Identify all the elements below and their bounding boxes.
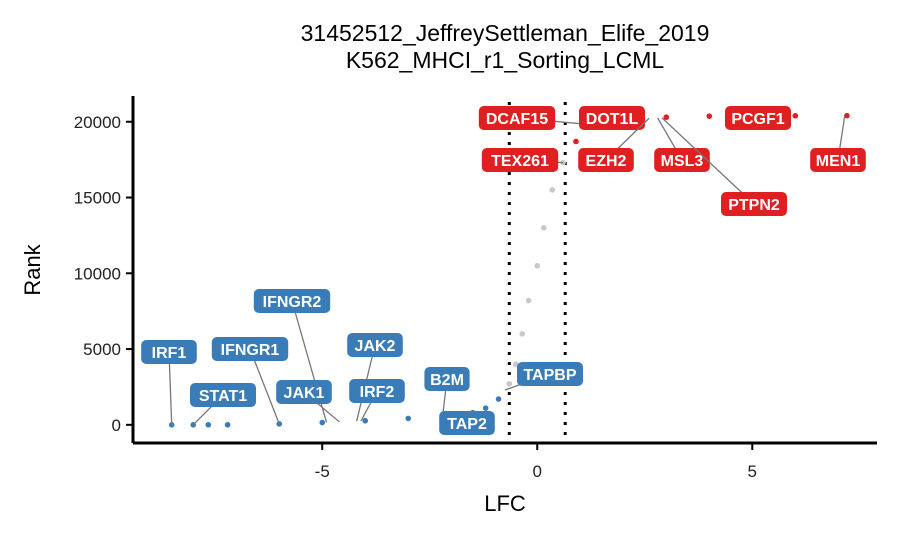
label-connector — [249, 348, 280, 425]
gene-label-box — [211, 337, 289, 361]
label-connector — [661, 117, 755, 205]
gene-label: TEX261 — [491, 153, 549, 170]
y-tick-label: 15000 — [74, 189, 121, 208]
data-point — [495, 396, 502, 402]
gene-label: STAT1 — [199, 388, 247, 405]
gene-label: MEN1 — [816, 153, 861, 170]
data-point — [512, 361, 519, 368]
gene-label-box — [579, 106, 645, 130]
data-point — [663, 114, 670, 121]
gene-label-box — [725, 106, 791, 130]
chart-title: 31452512_JeffreySettleman_Elife_2019 — [301, 20, 710, 46]
gene-label-box — [276, 380, 332, 404]
y-tick-label: 5000 — [83, 340, 121, 359]
gene-label: IRF1 — [152, 345, 187, 362]
data-point — [205, 421, 212, 428]
gene-label-box — [481, 148, 559, 172]
gene-label: IFNGR2 — [263, 294, 322, 311]
data-point — [706, 113, 713, 119]
gene-label-box — [439, 411, 495, 435]
gene-label-box — [347, 333, 403, 357]
gene-label-box — [721, 192, 787, 216]
label-connector — [168, 351, 173, 425]
gene-label-box — [654, 148, 710, 172]
data-point — [540, 225, 547, 231]
gene-label-box — [517, 362, 583, 386]
x-tick-label: 5 — [748, 462, 757, 481]
chart-subtitle: K562_MHCI_r1_Sorting_LCML — [346, 47, 665, 73]
data-point — [549, 187, 556, 193]
data-point — [792, 112, 799, 119]
gene-label: PCGF1 — [731, 111, 784, 128]
gene-label-box — [349, 379, 405, 403]
gene-label-box — [424, 367, 470, 391]
gene-label: IRF2 — [360, 384, 395, 401]
data-point — [362, 417, 369, 424]
data-point — [534, 262, 541, 269]
gene-label: EZH2 — [586, 153, 627, 170]
label-connector — [291, 300, 328, 423]
x-tick-label: -5 — [315, 462, 330, 481]
gene-label: JAK2 — [355, 338, 396, 355]
y-tick-label: 0 — [112, 416, 121, 435]
data-point — [519, 331, 526, 337]
gene-label-box — [190, 383, 256, 407]
x-tick-label: 0 — [533, 462, 542, 481]
gene-label-box — [141, 340, 197, 364]
gene-label-box — [578, 148, 634, 172]
data-point — [224, 421, 231, 428]
gene-label: JAK1 — [284, 385, 325, 402]
x-axis-title: LFC — [484, 491, 526, 516]
gene-label: TAP2 — [447, 416, 487, 433]
gene-label: DOT1L — [586, 111, 639, 128]
y-tick-label: 10000 — [74, 264, 121, 283]
gene-label: IFNGR1 — [221, 342, 280, 359]
data-point — [482, 405, 489, 411]
gene-label-box — [810, 148, 866, 172]
gene-label: PTPN2 — [728, 197, 780, 214]
gene-label-box — [478, 106, 556, 130]
plot-area: 0 5000 10000 15000 20000 -5 0 5 IRF1 STAT1 IFNGR1 I… — [74, 96, 877, 481]
gene-label: MSL3 — [661, 153, 704, 170]
data-point — [844, 112, 850, 119]
data-point — [525, 297, 532, 304]
gene-label-box — [253, 289, 331, 313]
y-tick-label: 20000 — [74, 113, 121, 132]
data-point — [405, 415, 412, 422]
gene-label: B2M — [430, 372, 464, 389]
gene-label: TAPBP — [523, 367, 576, 384]
data-point — [319, 419, 326, 426]
data-point — [506, 381, 513, 387]
data-point — [573, 138, 579, 145]
gene-label: DCAF15 — [486, 111, 548, 128]
y-axis-title: Rank — [20, 243, 45, 295]
